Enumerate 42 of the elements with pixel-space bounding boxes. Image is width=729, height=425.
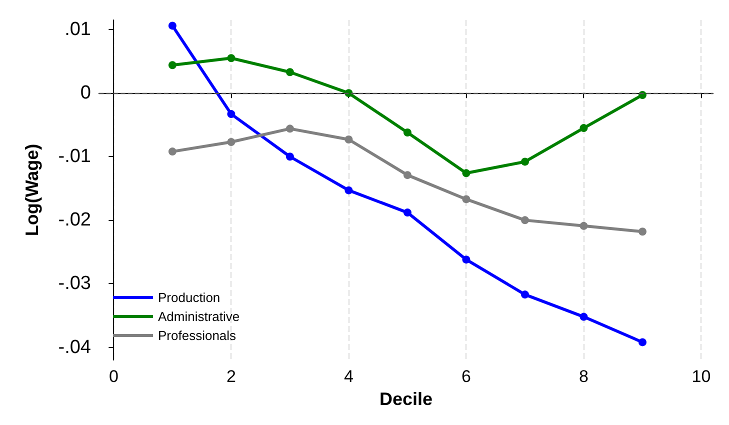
point [580,312,588,321]
point [168,22,176,30]
y-tick-label: -.03 [58,273,91,294]
legend-label: Production [158,290,220,305]
y-tick-label: 0 [80,82,91,104]
y-tick-label: -.01 [58,146,91,168]
legend-label: Professionals [158,328,237,343]
point [168,148,176,156]
point [403,171,412,180]
point [580,124,588,132]
point [286,68,294,76]
point [520,216,529,224]
y-axis-title: Log(Wage) [22,144,42,236]
point [462,195,470,204]
point [286,152,294,161]
legend-label: Administrative [158,309,240,324]
point [344,186,353,194]
y-tick-label: .01 [64,19,91,40]
point [520,290,529,299]
x-tick-label: 0 [108,367,118,386]
x-tick-label: 8 [579,367,588,386]
point [227,110,236,118]
point [580,222,588,230]
point [403,128,412,136]
x-tick-label: 10 [692,367,711,386]
x-tick-label: 2 [226,367,236,386]
point [286,124,294,133]
x-axis-title: Decile [379,389,433,409]
point [638,338,646,346]
y-tick-label: -.04 [58,336,92,358]
point [462,169,470,178]
point [520,158,529,166]
point [168,61,176,70]
x-tick-label: 6 [461,367,471,386]
y-tick-label: -.02 [58,210,91,231]
point [462,256,470,264]
point [344,135,353,144]
point [227,138,236,146]
point [403,208,412,217]
point [638,228,646,236]
point [227,54,236,62]
x-tick-label: 4 [344,367,354,386]
